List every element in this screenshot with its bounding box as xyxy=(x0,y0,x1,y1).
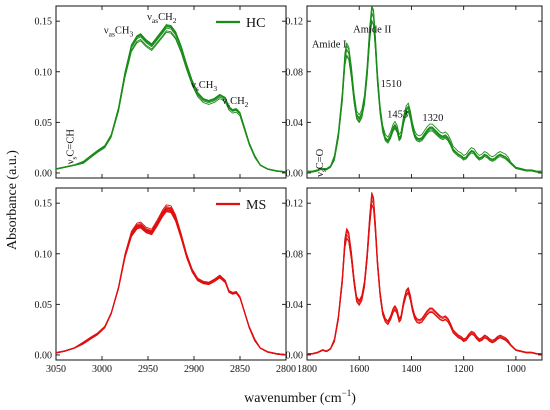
panel-hc-left: 0.000.050.100.15 HCνasCH3νasCH2νsCH3νsCH2… xyxy=(35,5,287,179)
series-group xyxy=(307,6,542,173)
y-tick-label: 0.05 xyxy=(35,300,53,311)
ann-group: CH xyxy=(199,80,214,91)
ann-subscript: 2 xyxy=(173,16,177,25)
spectrum-line xyxy=(56,26,286,173)
x-axis-title-end: ) xyxy=(351,391,356,406)
x-axis-title-sup: −1 xyxy=(342,388,352,398)
x-tick-label: 1200 xyxy=(454,364,474,375)
ann-group: CH xyxy=(230,96,245,107)
spectrum-line xyxy=(307,193,542,354)
plot-frame xyxy=(55,5,287,179)
x-axis-title-main: wavenumber (cm xyxy=(244,391,342,406)
y-tick-label: 0.08 xyxy=(286,249,304,260)
ann-subscript: 2 xyxy=(245,100,249,109)
peak-annotation: νsCH3 xyxy=(191,80,217,93)
ann-subscript: s xyxy=(69,156,78,159)
series-group xyxy=(56,204,286,356)
x-tick-label: 2950 xyxy=(138,364,158,375)
ann-group: C=O xyxy=(315,148,326,169)
x-tick-label: 2850 xyxy=(230,364,250,375)
y-tick-label: 0.04 xyxy=(286,300,304,311)
y-tick-label: 0.15 xyxy=(35,199,53,210)
peak-annotation: νasCH3 xyxy=(104,25,134,38)
peak-annotation: νasCH2 xyxy=(147,12,177,25)
peak-annotation: 1320 xyxy=(422,113,443,124)
series-group xyxy=(56,24,286,173)
series-group xyxy=(307,192,542,355)
ann-subscript: s xyxy=(196,84,199,93)
y-tick-label: 0.04 xyxy=(286,118,304,129)
x-tick-label: 2800 xyxy=(276,364,296,375)
panel-hc-right: 0.00 0.04 0.08 0.12 Amide I Amide II 1510 1453 1… xyxy=(286,5,543,179)
plot-frame xyxy=(306,5,543,179)
ann-group: CH xyxy=(115,25,130,36)
spectrum-line xyxy=(307,6,542,172)
y-tick-label: 0.00 xyxy=(286,168,304,179)
panel-ms-left: 0.00 0.05 0.10 0.15 3050 3000 2950 2900 2850 2800… xyxy=(35,187,296,375)
ann-symbol: ν xyxy=(191,80,196,91)
y-tick-label: 0.05 xyxy=(35,118,53,129)
y-tick-label: 0.00 xyxy=(286,350,304,361)
ann-subscript: as xyxy=(152,16,158,25)
y-axis-title: Absorbance (a.u.) xyxy=(5,150,20,250)
ann-subscript: s xyxy=(319,169,328,172)
ann-subscript: as xyxy=(109,29,115,38)
x-tick-label: 2900 xyxy=(184,364,204,375)
y-tick-label: 0.10 xyxy=(35,67,53,78)
ann-symbol: ν xyxy=(65,159,76,164)
peak-annotation: Amide II xyxy=(353,25,392,36)
y-tick-label: 0.00 xyxy=(35,350,53,361)
spectrum-line xyxy=(56,207,286,356)
peak-annotation: Amide I xyxy=(312,40,347,51)
peak-annotation: 1453 xyxy=(387,109,408,120)
y-tick-label: 0.10 xyxy=(35,249,53,260)
ann-symbol: ν xyxy=(147,12,152,23)
ann-symbol: ν xyxy=(222,96,227,107)
spectrum-line xyxy=(307,204,542,355)
peak-annotation: νsC=O xyxy=(315,148,328,177)
ann-subscript: 3 xyxy=(129,29,133,38)
x-tick-label: 1600 xyxy=(349,364,369,375)
x-tick-label: 3000 xyxy=(92,364,112,375)
plot-frame xyxy=(306,187,543,361)
spectrum-line xyxy=(56,31,286,173)
legend-label: MS xyxy=(246,198,266,213)
ann-symbol: ν xyxy=(315,172,326,177)
y-tick-label: 0.12 xyxy=(286,199,304,210)
x-tick-label: 1800 xyxy=(297,364,317,375)
peak-annotation: νsCH2 xyxy=(222,96,248,109)
y-tick-label: 0.00 xyxy=(35,168,53,179)
ann-subscript: s xyxy=(227,100,230,109)
plot-frame xyxy=(55,187,287,361)
spectrum-line xyxy=(307,7,542,173)
x-tick-label: 1400 xyxy=(401,364,421,375)
ann-subscript: 3 xyxy=(213,84,217,93)
x-axis-title: wavenumber (cm−1) xyxy=(244,388,356,406)
x-tick-label: 1000 xyxy=(506,364,526,375)
ann-group: C=CH xyxy=(65,129,76,157)
legend-label: HC xyxy=(246,16,265,31)
y-tick-label: 0.12 xyxy=(286,17,304,28)
y-tick-label: 0.15 xyxy=(35,17,53,28)
panel-ms-right: 0.00 0.04 0.08 0.12 1800 1600 1400 1200 1000 xyxy=(286,187,543,375)
peak-annotation: νsC=CH xyxy=(65,129,78,165)
ann-symbol: ν xyxy=(104,25,109,36)
peak-annotation: 1510 xyxy=(381,79,402,90)
y-tick-label: 0.08 xyxy=(286,67,304,78)
ann-group: CH xyxy=(158,12,173,23)
x-tick-label: 3050 xyxy=(46,364,66,375)
